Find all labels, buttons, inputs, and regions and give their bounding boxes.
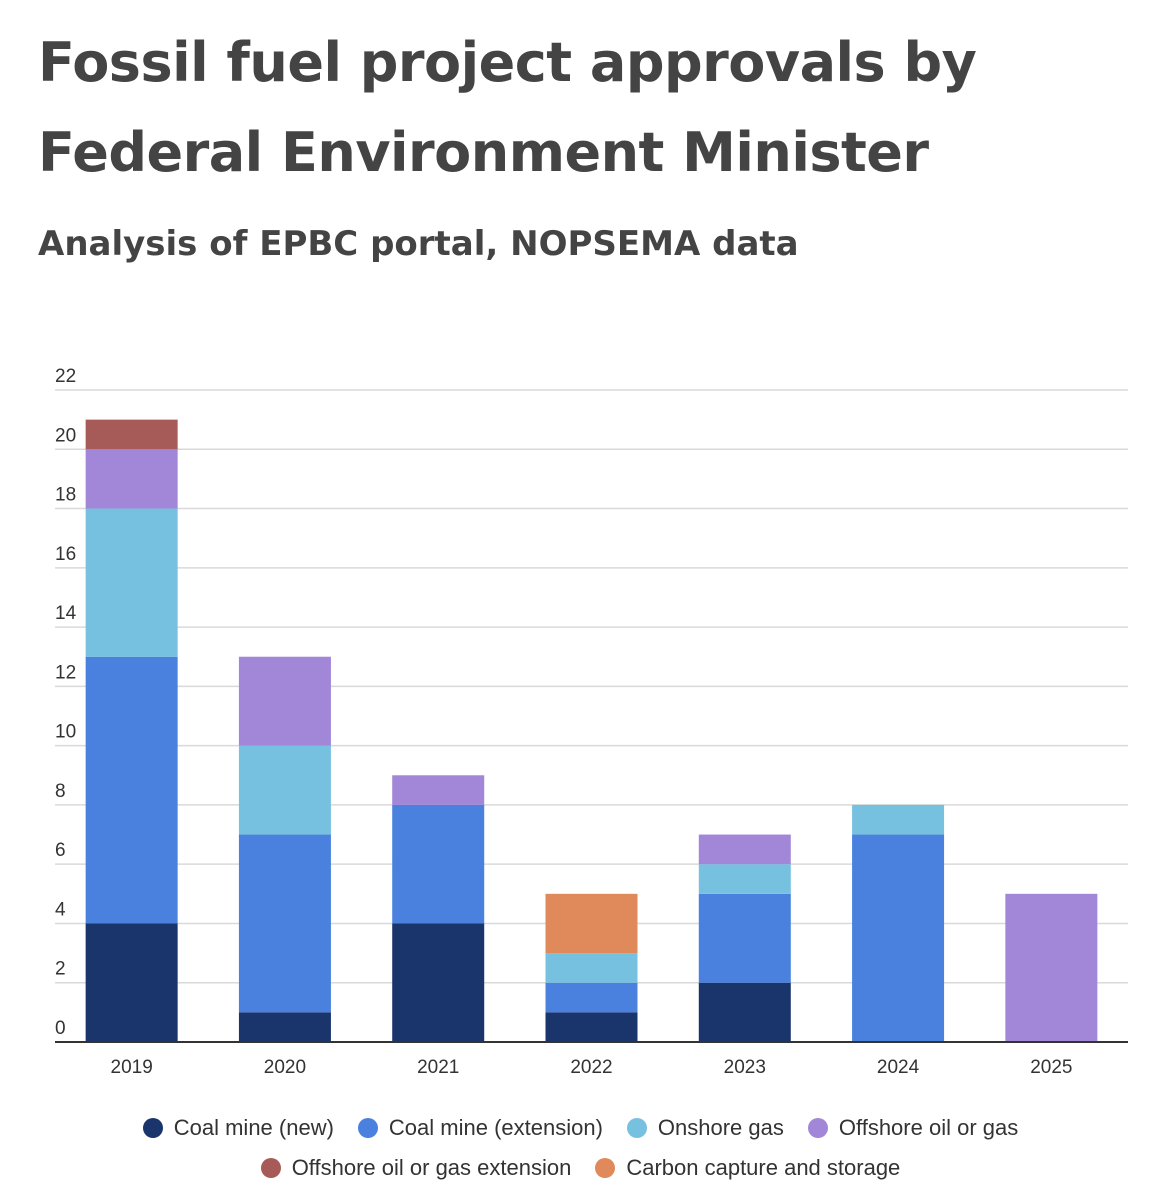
legend-label: Coal mine (new): [173, 1115, 334, 1140]
chart-title: Fossil fuel project approvals by Federal…: [38, 31, 977, 184]
bar-segment: [392, 775, 485, 805]
legend-swatch: [595, 1158, 616, 1178]
x-tick-label: 2024: [877, 1057, 920, 1078]
y-tick-label: 22: [55, 366, 76, 387]
bar-segment: [85, 923, 178, 1042]
x-tick-label: 2025: [1030, 1057, 1072, 1078]
bars: [85, 419, 1098, 1042]
legend-item: Offshore oil or gas: [807, 1115, 1019, 1141]
y-tick-label: 8: [55, 781, 66, 802]
y-tick-label: 6: [55, 840, 66, 861]
legend-swatch: [260, 1158, 281, 1178]
chart-subtitle: Analysis of EPBC portal, NOPSEMA data: [38, 224, 799, 264]
y-tick-label: 12: [55, 662, 76, 683]
legend-label: Offshore oil or gas: [838, 1115, 1019, 1140]
legend-label: Carbon capture and storage: [626, 1155, 901, 1180]
bar-segment: [1005, 893, 1098, 1042]
legend-label: Coal mine (extension): [388, 1115, 603, 1140]
bar-segment: [85, 656, 178, 924]
x-tick-label: 2023: [724, 1057, 766, 1078]
bar-segment: [392, 923, 485, 1042]
bar-segment: [698, 834, 791, 865]
bar-segment: [238, 745, 331, 835]
bar-segment: [85, 449, 178, 509]
legend-item: Onshore gas: [626, 1115, 784, 1141]
bar-segment: [238, 1012, 331, 1042]
bar-segment: [545, 953, 638, 983]
legend-row: Offshore oil or gas extension Carbon capt…: [0, 1148, 1161, 1188]
bar-segment: [545, 982, 638, 1013]
x-tick-label: 2021: [417, 1057, 459, 1078]
bar-segment: [85, 508, 178, 657]
bar-segment: [545, 893, 638, 954]
bar-segment: [698, 864, 791, 894]
y-tick-label: 0: [55, 1018, 66, 1039]
y-tick-label: 4: [55, 899, 66, 920]
legend-item: Coal mine (new): [142, 1115, 334, 1141]
bar-segment: [698, 982, 791, 1042]
y-tick-label: 16: [55, 544, 76, 565]
bar-segment: [392, 804, 485, 924]
bar-segment: [238, 834, 331, 1013]
legend-row: Coal mine (new) Coal mine (extension) Onsh…: [0, 1108, 1161, 1148]
bar-segment: [238, 656, 331, 746]
y-tick-label: 14: [55, 603, 77, 624]
bar-segment: [545, 1012, 638, 1042]
legend-item: Carbon capture and storage: [595, 1155, 900, 1181]
bar-segment: [85, 419, 178, 450]
bar-segment: [698, 893, 791, 983]
legend: Coal mine (new) Coal mine (extension) Onsh…: [0, 1108, 1161, 1188]
gridlines: [55, 389, 1128, 984]
legend-item: Coal mine (extension): [357, 1115, 603, 1141]
x-tick-label: 2022: [570, 1057, 612, 1078]
legend-label: Offshore oil or gas extension: [291, 1155, 572, 1180]
legend-swatch: [626, 1118, 647, 1138]
x-tick-label: 2019: [111, 1057, 153, 1078]
legend-swatch: [142, 1118, 163, 1138]
y-tick-label: 18: [55, 485, 76, 506]
bar-segment: [852, 834, 945, 1042]
y-tick-label: 20: [55, 425, 76, 446]
legend-label: Onshore gas: [657, 1115, 784, 1140]
y-tick-label: 10: [55, 722, 76, 743]
legend-item: Offshore oil or gas extension: [260, 1155, 572, 1181]
x-tick-label: 2020: [264, 1057, 306, 1078]
y-tick-label: 2: [55, 959, 66, 980]
legend-swatch: [807, 1118, 828, 1138]
bar-segment: [852, 804, 945, 835]
legend-swatch: [357, 1118, 378, 1138]
